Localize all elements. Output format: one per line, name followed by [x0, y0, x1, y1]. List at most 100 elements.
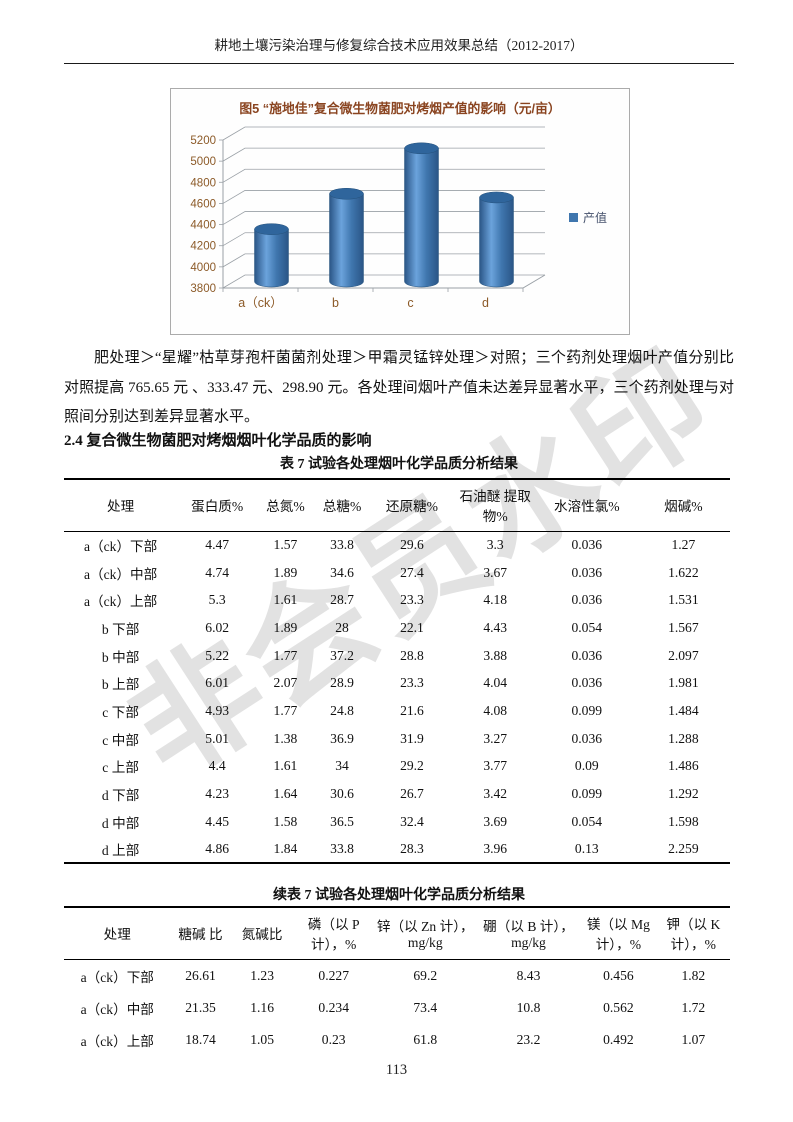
table-cell: 24.8 — [330, 702, 354, 718]
table-cell: 32.4 — [400, 813, 424, 829]
table-cell: 69.2 — [413, 967, 438, 983]
table-cell: 0.562 — [603, 999, 634, 1015]
table-cell: b 中部 — [101, 649, 140, 665]
table-cell: a（ck）中部 — [80, 1001, 154, 1017]
svg-text:4600: 4600 — [190, 198, 216, 210]
table-cell: 1.288 — [668, 730, 699, 746]
table-cell: b 下部 — [101, 621, 140, 637]
table-row: d 上部 4.86 1.84 33.8 28.3 3.96 0.13 2.259 — [64, 836, 730, 864]
table-cell: 1.292 — [668, 786, 699, 802]
svg-text:d: d — [482, 296, 489, 310]
page-header: 耕地土壤污染治理与修复综合技术应用效果总结（2012-2017） — [64, 34, 734, 64]
column-header: 处理 — [64, 479, 178, 532]
table-cell: c 下部 — [102, 704, 139, 720]
table-cell: 0.036 — [571, 647, 603, 663]
column-header: 总糖% — [313, 479, 371, 532]
table-cell: 1.57 — [273, 537, 298, 553]
table-cell: 73.4 — [413, 999, 438, 1015]
table-cell: 1.484 — [668, 702, 699, 718]
table-cell: 29.6 — [400, 537, 424, 553]
column-header: 总氮% — [257, 479, 314, 532]
table-cell: 1.89 — [273, 619, 298, 635]
table-cell: 5.22 — [205, 647, 230, 663]
table-cell: 0.234 — [318, 999, 349, 1015]
table-cell: 1.72 — [681, 999, 706, 1015]
table-cell: 1.82 — [681, 967, 706, 983]
svg-text:4400: 4400 — [190, 220, 216, 232]
table-cell: 21.6 — [400, 702, 424, 718]
table-row: b 上部 6.01 2.07 28.9 23.3 4.04 0.036 1.981 — [64, 669, 730, 697]
table-cell: 0.036 — [571, 592, 603, 608]
section-heading: 2.4 复合微生物菌肥对烤烟烟叶化学品质的影响 — [64, 433, 372, 449]
table-row: a（ck）上部 18.74 1.05 0.23 61.8 23.2 0.492 1.07 — [64, 1024, 730, 1057]
table-cell: 29.2 — [400, 758, 424, 774]
table-cell: d 上部 — [101, 842, 140, 858]
table-cell: 28.8 — [400, 647, 424, 663]
table-cell: 31.9 — [400, 730, 424, 746]
table-cell: 0.099 — [571, 702, 603, 718]
svg-text:4000: 4000 — [190, 262, 216, 274]
column-header: 石油醚 提取物% — [453, 479, 537, 532]
table-cell: 37.2 — [330, 647, 354, 663]
table-cell: 3.67 — [483, 564, 508, 580]
table-cell: 1.531 — [668, 592, 699, 608]
table-cell: 34.6 — [330, 564, 354, 580]
table-cell: 1.64 — [273, 786, 298, 802]
table-cell: 0.036 — [571, 564, 603, 580]
table-cell: 33.8 — [330, 840, 354, 856]
table-cell: 4.43 — [483, 619, 508, 635]
table-cell: c 中部 — [102, 732, 139, 748]
table-row: a（ck）上部 5.3 1.61 28.7 23.3 4.18 0.036 1.531 — [64, 586, 730, 614]
table-row: a（ck）中部 4.74 1.89 34.6 27.4 3.67 0.036 1.622 — [64, 559, 730, 587]
column-header: 糖碱 比 — [170, 907, 231, 960]
table-row: a（ck）中部 21.35 1.16 0.234 73.4 10.8 0.562 1.72 — [64, 992, 730, 1025]
chart-title: 图5 “施地佳”复合微生物菌肥对烤烟产值的影响（元/亩） — [239, 101, 561, 116]
table-cell: 5.3 — [208, 592, 226, 608]
table-row: c 下部 4.93 1.77 24.8 21.6 4.08 0.099 1.484 — [64, 697, 730, 725]
table-cell: 1.16 — [250, 999, 275, 1015]
table-cell: a（ck）下部 — [80, 969, 154, 985]
table-cell: 1.58 — [273, 813, 298, 829]
table-cell: c 上部 — [102, 760, 139, 776]
column-header: 还原糖% — [370, 479, 454, 532]
table-cell: 26.7 — [400, 786, 424, 802]
table-cell: 1.27 — [671, 537, 696, 553]
table-cell: 2.097 — [668, 647, 699, 663]
table-cell: 0.227 — [318, 967, 349, 983]
table-cell: 28.9 — [330, 675, 354, 691]
table-cell: 1.622 — [668, 564, 699, 580]
table-cell: 2.07 — [273, 675, 298, 691]
table-cell: 21.35 — [185, 999, 216, 1015]
table-cell: a（ck）上部 — [80, 1034, 154, 1050]
table-cell: 2.259 — [668, 840, 699, 856]
table-cell: 27.4 — [400, 564, 424, 580]
table-cell: 4.4 — [208, 758, 226, 774]
table-cell: 18.74 — [185, 1032, 216, 1048]
table-cell: 1.07 — [681, 1032, 706, 1048]
svg-text:5200: 5200 — [190, 135, 216, 147]
table-cell: 1.567 — [668, 619, 699, 635]
table-cell: 1.05 — [250, 1032, 275, 1048]
table-cell: 0.036 — [571, 730, 603, 746]
svg-text:a（ck）: a（ck） — [238, 296, 282, 310]
table-cell: 4.18 — [483, 592, 508, 608]
table-cell: 3.77 — [483, 758, 508, 774]
column-header: 镁（以 Mg 计），% — [580, 907, 657, 960]
svg-text:4800: 4800 — [190, 177, 216, 189]
table-cell: 0.492 — [603, 1032, 634, 1048]
table-row: a（ck）下部 26.61 1.23 0.227 69.2 8.43 0.456 1.82 — [64, 959, 730, 992]
table-cell: 4.86 — [205, 840, 230, 856]
page-number: 113 — [385, 1062, 408, 1078]
table-cell: 1.77 — [273, 702, 298, 718]
table-cell: 6.02 — [205, 619, 230, 635]
table-cell: d 下部 — [101, 788, 140, 804]
table-row: a（ck）下部 4.47 1.57 33.8 29.6 3.3 0.036 1.27 — [64, 531, 730, 559]
table-cell: 8.43 — [516, 967, 541, 983]
table-cell: 1.89 — [273, 564, 298, 580]
table-cell: a（ck）中部 — [83, 566, 158, 582]
column-header: 硼（以 B 计）， mg/kg — [476, 907, 581, 960]
table7-continued-title: 续表 7 试验各处理烟叶化学品质分析结果 — [273, 888, 525, 903]
table-cell: 30.6 — [330, 786, 354, 802]
table-cell: 0.09 — [574, 758, 599, 774]
